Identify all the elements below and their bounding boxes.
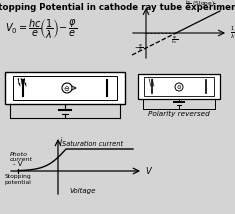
Text: $\ominus$: $\ominus$ <box>63 83 71 92</box>
Text: $\frac{\varphi}{hc}$: $\frac{\varphi}{hc}$ <box>171 34 179 46</box>
Bar <box>13 76 117 100</box>
Text: - V: - V <box>13 161 23 167</box>
Circle shape <box>62 83 72 93</box>
Bar <box>5 72 125 104</box>
Text: $\ominus$: $\ominus$ <box>176 83 182 91</box>
Text: Photo
current: Photo current <box>10 152 33 162</box>
Bar <box>138 74 220 99</box>
Text: $V_0$: $V_0$ <box>140 0 150 3</box>
Bar <box>144 77 214 96</box>
Text: Voltage: Voltage <box>70 188 96 194</box>
Text: $i$: $i$ <box>59 135 63 146</box>
Text: $\frac{hc}{e}$ (Slope): $\frac{hc}{e}$ (Slope) <box>185 0 215 10</box>
Text: Stopping Potential in cathode ray tube experiment: Stopping Potential in cathode ray tube e… <box>0 3 235 12</box>
Text: $V_0 = \dfrac{hc}{e}\!\left(\dfrac{1}{\lambda}\right)\!-\dfrac{\varphi}{e}$: $V_0 = \dfrac{hc}{e}\!\left(\dfrac{1}{\l… <box>5 18 77 41</box>
Text: $-\frac{\varphi}{e}$: $-\frac{\varphi}{e}$ <box>134 43 144 53</box>
Text: $V$: $V$ <box>145 165 153 177</box>
Text: Stopping
potential: Stopping potential <box>4 174 31 185</box>
Text: Saturation current: Saturation current <box>63 141 124 147</box>
Text: Polarity reversed: Polarity reversed <box>148 111 210 117</box>
Text: $\frac{1}{\lambda}$: $\frac{1}{\lambda}$ <box>230 25 235 41</box>
Circle shape <box>175 83 183 91</box>
